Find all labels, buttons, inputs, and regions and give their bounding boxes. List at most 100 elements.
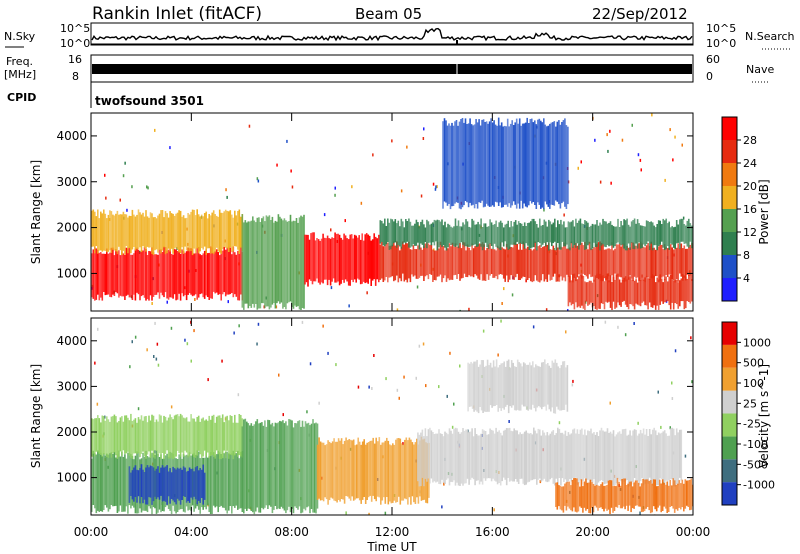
speckle — [368, 385, 370, 389]
echo-region — [379, 218, 693, 251]
power-heatmap — [91, 113, 693, 311]
speckle — [373, 354, 375, 357]
speckle — [154, 321, 156, 325]
speckle — [184, 338, 186, 342]
colorbar-tick-label: 12 — [743, 226, 757, 239]
speckle — [391, 139, 393, 143]
speckle — [539, 480, 542, 484]
speckle — [226, 195, 228, 199]
speckle — [436, 185, 438, 189]
speckle — [565, 330, 567, 334]
power-y-ticks: 1000 2000 3000 4000 — [56, 129, 693, 280]
speckle — [624, 333, 627, 337]
speckle — [563, 213, 565, 217]
x-tick-label: 20:00 — [575, 525, 610, 539]
colorbar-segment — [722, 322, 737, 345]
velocity-colorbar-label: Velocity [m s^-1] — [757, 364, 771, 468]
speckle — [345, 511, 347, 515]
freq-right-tick-top: 60 — [706, 53, 720, 66]
speckle — [422, 342, 425, 346]
speckle — [580, 160, 582, 164]
speckle — [256, 177, 259, 181]
speckle — [671, 381, 673, 385]
colorbar-tick-label: 24 — [743, 157, 757, 170]
speckle — [432, 182, 435, 186]
speckle — [671, 397, 674, 400]
speckle — [193, 329, 195, 333]
speckle — [124, 161, 126, 165]
speckle — [291, 185, 294, 189]
echo-region — [567, 273, 693, 310]
echo-region — [379, 241, 693, 283]
colorbar-tick-label: 8 — [743, 249, 750, 262]
colorbar-tick-label: 500 — [743, 357, 764, 370]
speckle — [348, 304, 350, 308]
speckle — [190, 359, 192, 363]
speckle — [681, 143, 683, 147]
echo-region — [91, 209, 244, 256]
speckle — [155, 357, 158, 361]
speckle — [344, 219, 346, 223]
colorbar-tick-label: -500 — [743, 458, 768, 471]
speckle — [621, 138, 624, 142]
noise-right-tick-bottom: 10^0 — [706, 37, 736, 50]
speckle — [532, 325, 535, 329]
echo-region — [241, 418, 319, 515]
speckle — [425, 384, 427, 388]
speckle — [398, 396, 400, 400]
speckle — [137, 407, 140, 411]
speckle — [435, 185, 437, 189]
speckle — [674, 135, 676, 139]
speckle — [594, 138, 596, 142]
speckle — [639, 158, 642, 162]
speckle — [572, 379, 574, 383]
frequency-panel: Freq. [MHz] 16 8 60 0 Nave — [4, 53, 774, 83]
echo-region — [442, 117, 569, 210]
y-tick-label: 1000 — [56, 266, 87, 280]
colorbar-tick-label: -1000 — [743, 479, 775, 492]
colorbar-segment — [722, 209, 737, 232]
speckle — [170, 405, 173, 409]
echo-region — [128, 464, 206, 505]
power-y-label: Slant Range [km] — [29, 160, 43, 264]
speckle — [276, 163, 278, 167]
speckle — [571, 383, 574, 387]
power-panel: 1000 2000 3000 4000 Slant Range [km] 4 8 12 16… — [29, 112, 771, 312]
colorbar-segment — [722, 163, 737, 186]
speckle — [660, 425, 662, 429]
speckle — [468, 307, 470, 311]
speckle — [334, 186, 336, 190]
speckle — [221, 359, 223, 363]
noise-panel: N.Sky 10^5 10^0 10^5 10^0 N.Search — [4, 22, 795, 50]
colorbar-segment — [722, 117, 737, 140]
speckle — [604, 320, 607, 324]
echo-region — [91, 246, 244, 301]
speckle — [422, 137, 425, 140]
speckle — [104, 415, 106, 419]
colorbar-segment — [722, 140, 737, 163]
speckle — [669, 128, 671, 132]
station-title: Rankin Inlet (fitACF) — [92, 4, 262, 24]
speckle — [309, 362, 312, 366]
speckle — [330, 228, 332, 232]
speckle — [609, 401, 611, 405]
speckle — [500, 319, 502, 323]
speckle — [482, 329, 485, 333]
speckle — [674, 349, 677, 353]
speckle — [441, 505, 443, 509]
speckle — [449, 351, 451, 355]
colorbar-segment — [722, 436, 737, 460]
speckle — [318, 401, 320, 405]
speckle — [543, 208, 545, 212]
speckle — [290, 169, 292, 173]
x-tick-label: 12:00 — [375, 525, 410, 539]
speckle — [194, 298, 196, 301]
colorbar-tick-label: 20 — [743, 180, 757, 193]
colorbar-segment — [722, 186, 737, 209]
echo-region — [467, 359, 569, 414]
speckle — [233, 331, 235, 335]
speckle — [396, 388, 399, 392]
speckle — [146, 185, 148, 189]
beam-title: Beam 05 — [355, 5, 422, 23]
